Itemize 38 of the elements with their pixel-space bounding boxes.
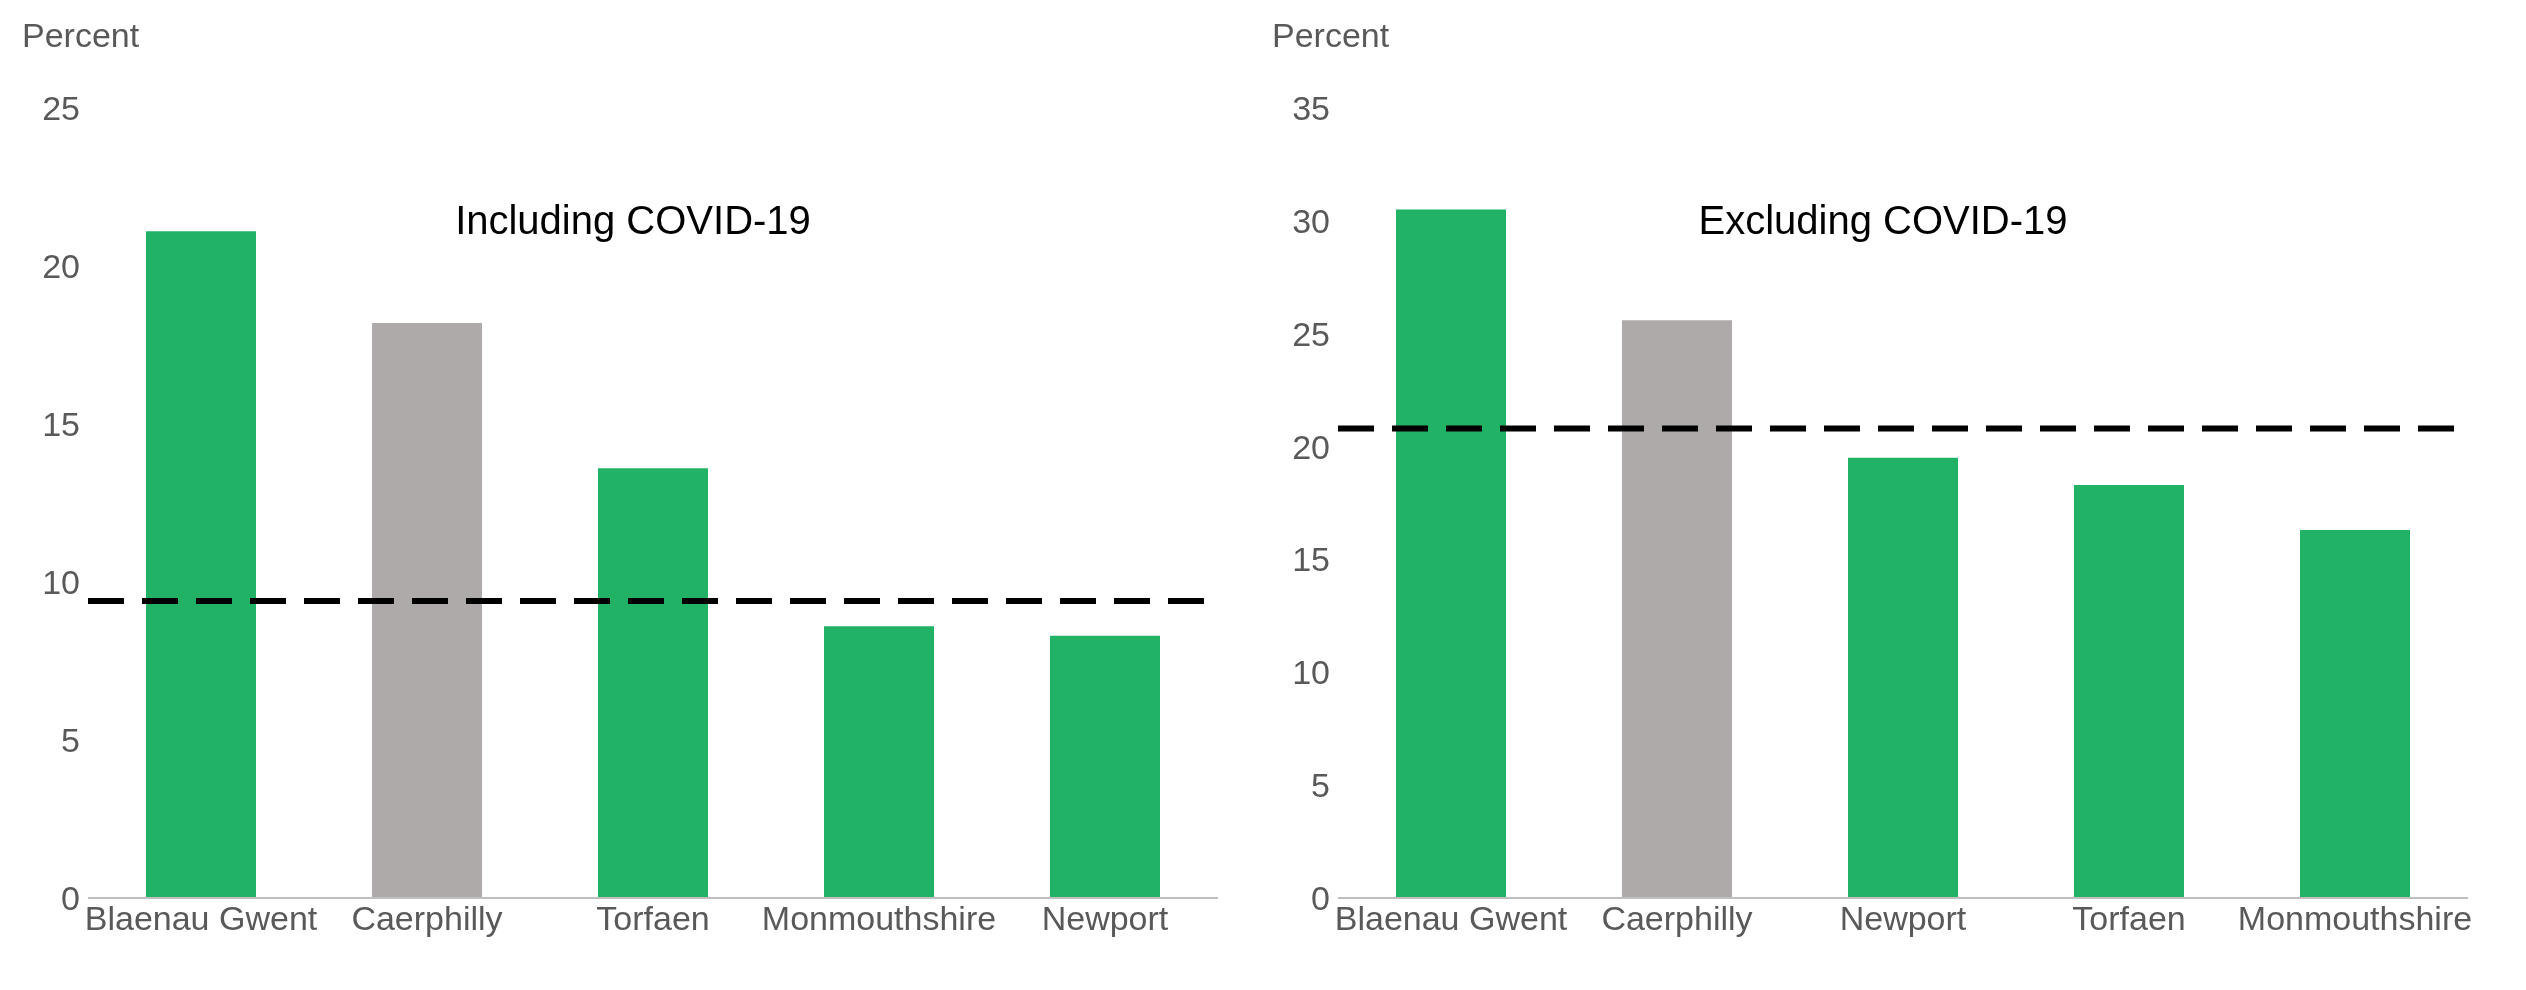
y-tick-label: 0 [1311,879,1330,918]
y-tick-label: 15 [42,405,80,444]
bar [1396,209,1506,898]
bar [1622,320,1732,898]
y-tick-label: 30 [1292,201,1330,240]
bar [372,322,482,898]
y-tick-label: 0 [61,879,80,918]
y-tick-label: 35 [1292,89,1330,128]
x-tick-label: Torfaen [2072,899,2186,938]
bar [146,231,256,898]
x-tick-label: Caerphilly [1601,899,1753,938]
y-axis-title: Percent [1272,16,1390,55]
x-tick-label: Caerphilly [351,899,503,938]
bar [824,626,934,898]
bar [1050,635,1160,898]
bar [1848,457,1958,898]
text: Excluding COVID-19 [1698,198,2068,242]
y-tick-label: 10 [42,563,80,602]
x-tick-label: Monmouthshire [2237,899,2473,938]
y-tick-label: 20 [1292,427,1330,466]
x-tick-label: Torfaen [596,899,710,938]
y-tick-label: 15 [1292,540,1330,579]
x-tick-label: Newport [1041,899,1169,938]
y-tick-label: 10 [1292,653,1330,692]
y-tick-label: 5 [1311,766,1330,805]
y-tick-label: 25 [42,89,80,128]
bar [2300,530,2410,898]
text: Including COVID-19 [454,198,812,243]
y-tick-label: 20 [42,247,80,286]
y-tick-label: 5 [61,721,80,760]
x-tick-label: Blaenau Gwent [1334,899,1568,938]
x-tick-label: Blaenau Gwent [84,899,318,938]
bar [2074,484,2184,898]
y-axis-title: Percent [22,16,140,55]
bar [598,468,708,898]
x-tick-label: Newport [1839,899,1967,938]
x-tick-label: Monmouthshire [761,899,997,938]
y-tick-label: 25 [1292,314,1330,353]
